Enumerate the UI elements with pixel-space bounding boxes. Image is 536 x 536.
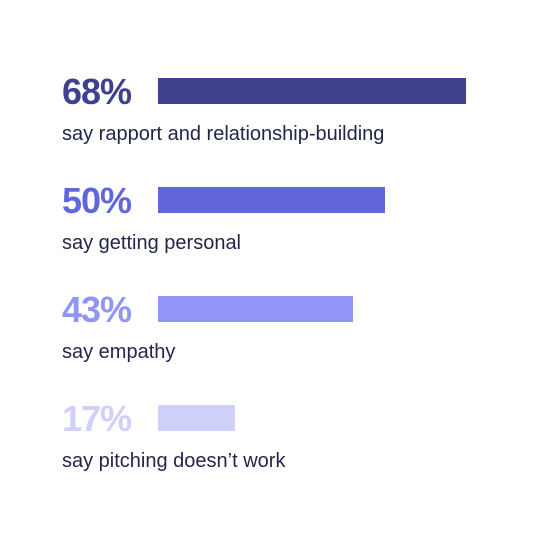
bar <box>158 187 385 213</box>
bar-row-pitching: 17% say pitching doesn’t work <box>0 401 536 501</box>
value-label: 43% <box>62 289 132 330</box>
bar-row-getting-personal: 50% say getting personal <box>0 183 536 283</box>
category-label: say rapport and relationship-building <box>62 123 385 145</box>
bar <box>158 78 466 104</box>
value-label: 17% <box>62 398 132 439</box>
bar-row-empathy: 43% say empathy <box>0 292 536 392</box>
bar <box>158 296 353 322</box>
bar <box>158 405 235 431</box>
category-label: say empathy <box>62 341 176 363</box>
bar-row-rapport: 68% say rapport and relationship-buildin… <box>0 74 536 174</box>
category-label: say getting personal <box>62 232 242 254</box>
category-label: say pitching doesn’t work <box>62 450 286 472</box>
value-label: 68% <box>62 71 132 112</box>
value-label: 50% <box>62 180 132 221</box>
